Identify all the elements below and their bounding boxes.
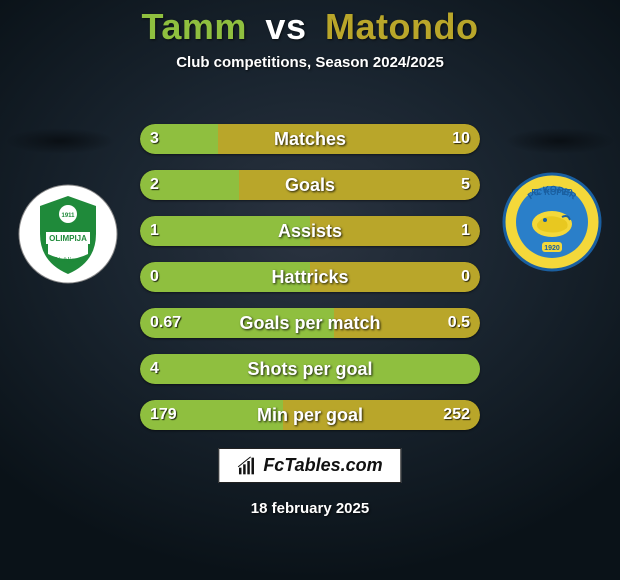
stat-value-right: 0: [451, 262, 480, 292]
stat-row: 310Matches: [140, 124, 480, 154]
stat-row: 4Shots per goal: [140, 354, 480, 384]
crest-shadow-right: [505, 128, 615, 154]
stat-fill-left: [140, 354, 480, 384]
stat-row: 179252Min per goal: [140, 400, 480, 430]
club-crest-right: FC KOPER FC KOPER 1920: [502, 172, 602, 272]
crest-shadow-left: [5, 128, 115, 154]
player1-name: Tamm: [142, 6, 247, 47]
stat-fill-right: [239, 170, 480, 200]
stats-panel: 310Matches25Goals11Assists00Hattricks0.6…: [140, 124, 480, 446]
stat-row: 11Assists: [140, 216, 480, 246]
stat-value-left: 3: [140, 124, 169, 154]
stat-value-left: 1: [140, 216, 169, 246]
olimpija-crest-icon: 1911 OLIMPIJA Ljubljana: [18, 184, 118, 284]
stat-row: 0.670.5Goals per match: [140, 308, 480, 338]
subtitle: Club competitions, Season 2024/2025: [0, 54, 620, 71]
stat-value-left: 0: [140, 262, 169, 292]
stat-value-left: 179: [140, 400, 187, 430]
stat-fill-right: [218, 124, 480, 154]
stat-value-right: 252: [433, 400, 480, 430]
chart-icon: [237, 456, 257, 476]
comparison-card: Tamm vs Matondo Club competitions, Seaso…: [0, 0, 620, 580]
stat-value-left: 4: [140, 354, 169, 384]
svg-text:FC KOPER: FC KOPER: [531, 188, 573, 197]
stat-value-right: [460, 354, 480, 384]
svg-text:1920: 1920: [544, 245, 560, 252]
club-crest-left: 1911 OLIMPIJA Ljubljana: [18, 184, 118, 284]
stat-value-right: 5: [451, 170, 480, 200]
date-text: 18 february 2025: [0, 500, 620, 517]
stat-value-left: 2: [140, 170, 169, 200]
koper-crest-icon: FC KOPER FC KOPER 1920: [502, 172, 602, 272]
stat-row: 00Hattricks: [140, 262, 480, 292]
stat-value-right: 10: [442, 124, 480, 154]
vs-text: vs: [265, 6, 306, 47]
stat-value-left: 0.67: [140, 308, 191, 338]
stat-value-right: 0.5: [438, 308, 480, 338]
branding-badge: FcTables.com: [218, 448, 401, 483]
svg-text:OLIMPIJA: OLIMPIJA: [49, 234, 87, 243]
player2-name: Matondo: [325, 6, 478, 47]
svg-text:Ljubljana: Ljubljana: [53, 256, 82, 264]
stat-row: 25Goals: [140, 170, 480, 200]
stat-value-right: 1: [451, 216, 480, 246]
page-title: Tamm vs Matondo: [0, 6, 620, 48]
svg-text:1911: 1911: [61, 213, 75, 219]
branding-text: FcTables.com: [263, 455, 382, 476]
